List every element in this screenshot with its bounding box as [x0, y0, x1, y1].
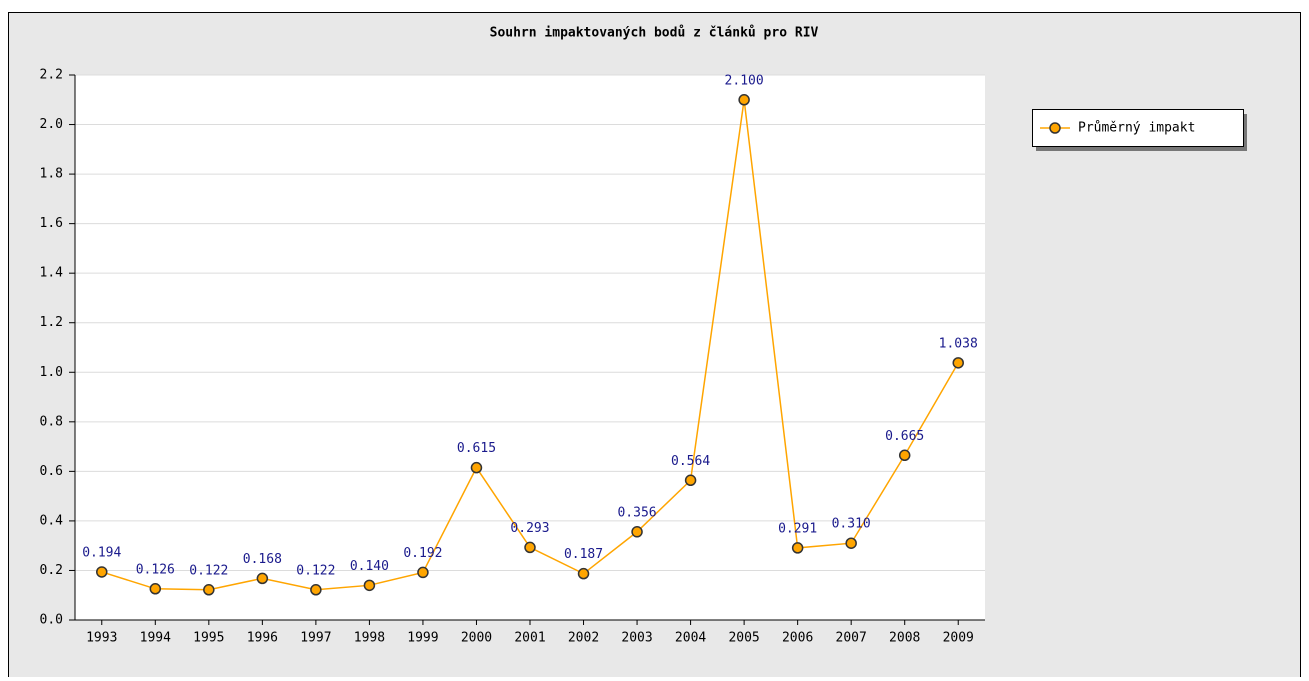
- x-tick-label: 1996: [247, 631, 278, 646]
- x-tick-label: 2002: [568, 631, 599, 646]
- x-tick-label: 2009: [943, 631, 974, 646]
- plot-area: [75, 75, 985, 620]
- marker: [524, 541, 536, 554]
- x-tick-label: 1993: [86, 631, 117, 646]
- x-tick-label: 1995: [193, 631, 224, 646]
- y-tick-label: 1.8: [40, 167, 63, 182]
- data-label: 0.187: [564, 547, 603, 562]
- marker: [96, 566, 108, 578]
- y-tick-label: 0.6: [40, 464, 63, 479]
- marker: [417, 566, 429, 579]
- x-tick-label: 2006: [782, 631, 813, 646]
- y-tick-label: 2.2: [40, 68, 63, 83]
- marker: [684, 474, 697, 487]
- marker: [791, 542, 804, 554]
- x-tick-label: 2007: [836, 631, 867, 646]
- y-tick-label: 0.4: [40, 513, 64, 528]
- data-label: 0.122: [189, 563, 228, 578]
- data-label: 0.192: [403, 546, 442, 561]
- x-tick-label: 2005: [728, 631, 759, 646]
- marker: [845, 537, 857, 549]
- marker: [738, 94, 750, 106]
- marker: [577, 567, 590, 580]
- y-tick-label: 2.0: [40, 117, 63, 132]
- y-tick-label: 1.2: [40, 315, 63, 330]
- y-tick-label: 0.8: [40, 414, 63, 429]
- x-tick-label: 1999: [407, 631, 438, 646]
- marker: [363, 579, 376, 592]
- marker: [898, 449, 911, 462]
- data-label: 0.665: [885, 429, 924, 444]
- marker: [203, 584, 215, 596]
- marker: [149, 583, 162, 595]
- data-label: 0.194: [82, 545, 121, 560]
- data-label: 0.564: [671, 454, 710, 469]
- x-tick-label: 1994: [140, 631, 171, 646]
- data-label: 0.122: [296, 563, 335, 578]
- data-label: 0.140: [350, 559, 389, 574]
- x-tick-label: 2004: [675, 631, 706, 646]
- x-tick-label: 2001: [514, 631, 545, 646]
- chart-title: Souhrn impaktovaných bodů z článků pro R…: [490, 26, 819, 41]
- legend-marker: [1049, 122, 1061, 134]
- data-label: 0.126: [136, 562, 175, 577]
- data-label: 1.038: [939, 336, 978, 351]
- marker: [952, 357, 964, 369]
- legend-label: Průměrný impakt: [1078, 121, 1195, 136]
- x-tick-label: 2008: [889, 631, 920, 646]
- marker: [470, 461, 483, 474]
- data-label: 0.293: [510, 521, 549, 536]
- y-tick-label: 1.0: [40, 365, 63, 380]
- x-tick-label: 2003: [621, 631, 652, 646]
- y-tick-label: 1.4: [40, 266, 64, 281]
- data-label: 0.615: [457, 441, 496, 456]
- y-tick-label: 1.6: [40, 216, 63, 231]
- marker: [631, 526, 643, 538]
- x-tick-label: 1997: [300, 631, 331, 646]
- y-tick-label: 0.2: [40, 563, 63, 578]
- data-label: 0.291: [778, 521, 817, 536]
- marker: [310, 584, 322, 596]
- x-tick-label: 2000: [461, 631, 492, 646]
- marker: [256, 572, 269, 585]
- data-label: 0.356: [617, 505, 656, 520]
- data-label: 0.168: [243, 552, 282, 567]
- data-label: 0.310: [832, 517, 871, 532]
- y-tick-label: 0.0: [40, 613, 63, 628]
- x-tick-label: 1998: [354, 631, 385, 646]
- data-label: 2.100: [725, 73, 764, 88]
